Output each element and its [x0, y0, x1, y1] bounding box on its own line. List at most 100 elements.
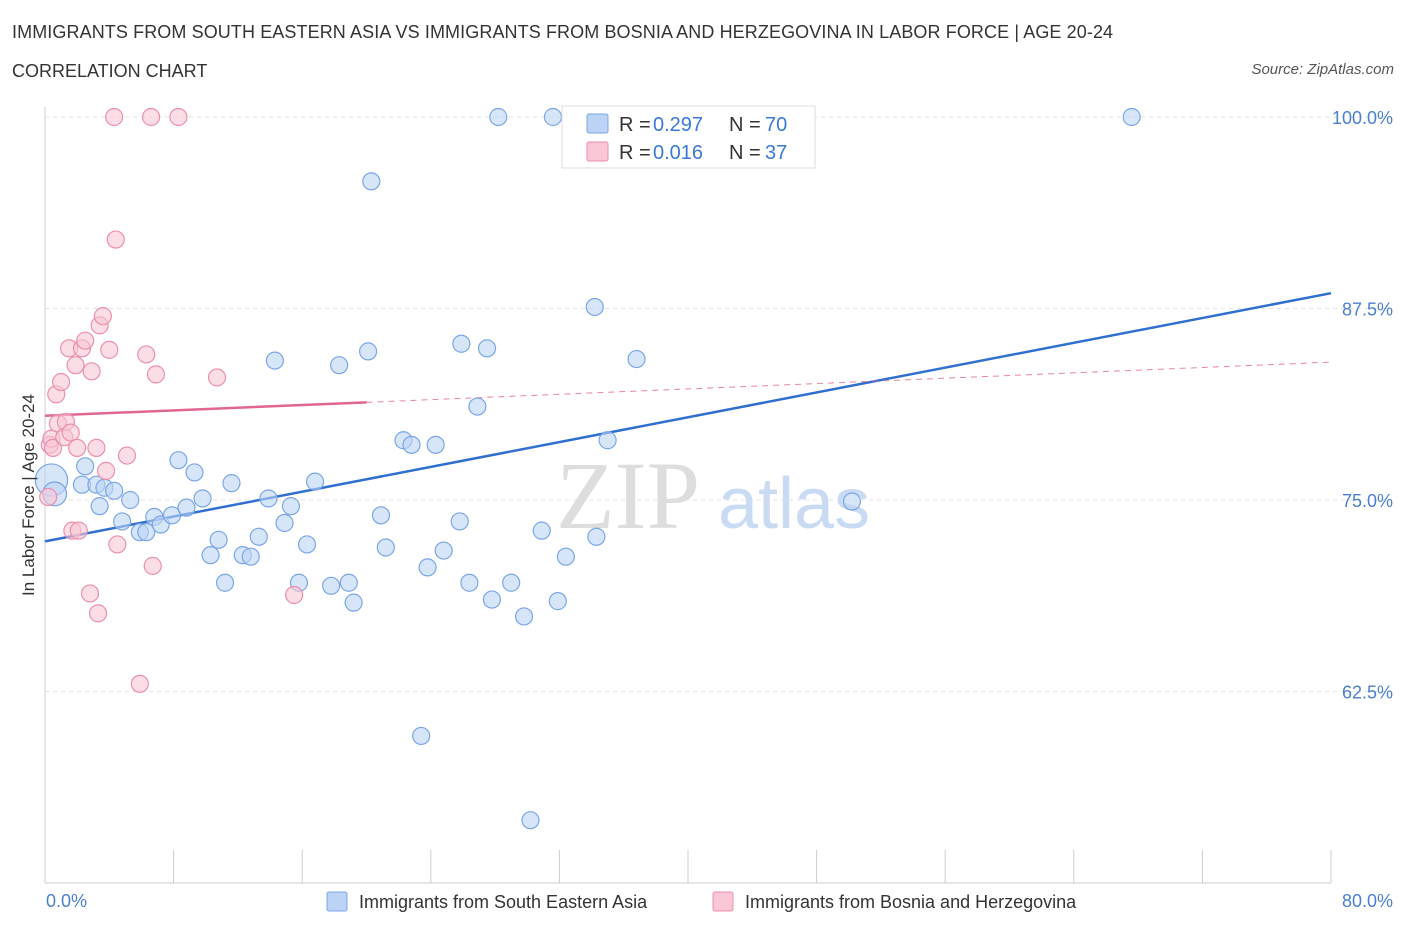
- point-south-eastern-asia: [185, 463, 204, 482]
- point-south-eastern-asia: [241, 547, 260, 566]
- legend-swatch-bih: [586, 141, 609, 162]
- point-bosnia-herzegovina: [43, 438, 63, 458]
- bottom-legend-swatch-sea: [326, 891, 348, 912]
- point-south-eastern-asia: [113, 512, 132, 531]
- point-south-eastern-asia: [209, 530, 228, 549]
- legend-r-label-sea: R =: [619, 114, 651, 136]
- legend-r-label-bih: R =: [619, 142, 651, 164]
- bottom-legend-label-sea: Immigrants from South Eastern Asia: [359, 892, 648, 912]
- point-south-eastern-asia: [359, 342, 378, 361]
- point-bosnia-herzegovina: [169, 107, 188, 127]
- point-south-eastern-asia: [521, 811, 540, 830]
- point-south-eastern-asia: [477, 339, 497, 358]
- point-south-eastern-asia: [281, 497, 301, 516]
- point-bosnia-herzegovina: [61, 423, 80, 442]
- point-south-eastern-asia: [502, 573, 521, 592]
- point-south-eastern-asia: [249, 527, 268, 546]
- point-south-eastern-asia: [137, 523, 156, 542]
- legend-n-value-sea: 70: [765, 114, 787, 136]
- legend-n-label-sea: N =: [729, 114, 761, 136]
- point-south-eastern-asia: [222, 474, 241, 493]
- point-bosnia-herzegovina: [108, 535, 127, 554]
- bottom-legend-label-bih: Immigrants from Bosnia and Herzegovina: [745, 892, 1077, 912]
- source-label: Source: ZipAtlas.com: [1251, 61, 1394, 78]
- point-south-eastern-asia: [452, 334, 471, 353]
- legend-n-label-bih: N =: [729, 142, 761, 164]
- point-bosnia-herzegovina: [39, 487, 58, 507]
- point-south-eastern-asia: [587, 527, 606, 546]
- point-south-eastern-asia: [362, 172, 381, 191]
- point-south-eastern-asia: [489, 107, 508, 127]
- point-south-eastern-asia: [297, 535, 317, 554]
- y-axis-label: In Labor Force | Age 20-24: [19, 394, 38, 596]
- point-bosnia-herzegovina: [105, 107, 124, 127]
- point-south-eastern-asia: [482, 590, 501, 609]
- point-bosnia-herzegovina: [141, 107, 161, 127]
- point-bosnia-herzegovina: [285, 585, 304, 605]
- point-bosnia-herzegovina: [207, 368, 227, 387]
- point-south-eastern-asia: [162, 506, 182, 525]
- point-bosnia-herzegovina: [93, 307, 112, 326]
- y-tick-label: 62.5%: [1342, 683, 1393, 703]
- point-south-eastern-asia: [371, 506, 391, 525]
- point-south-eastern-asia: [402, 435, 421, 454]
- point-south-eastern-asia: [468, 397, 487, 416]
- point-bosnia-herzegovina: [76, 331, 95, 350]
- point-south-eastern-asia: [177, 498, 196, 517]
- point-south-eastern-asia: [548, 592, 567, 611]
- point-bosnia-herzegovina: [106, 230, 125, 249]
- trendlines: [44, 291, 1332, 543]
- point-south-eastern-asia: [275, 513, 294, 533]
- point-south-eastern-asia: [344, 593, 363, 612]
- point-bosnia-herzegovina: [96, 461, 116, 480]
- chart-subtitle: CORRELATION CHART: [12, 61, 208, 81]
- y-tick-labels: 100.0% 87.5% 75.0% 62.5%: [1332, 108, 1393, 703]
- point-south-eastern-asia: [339, 573, 358, 592]
- point-bosnia-herzegovina: [137, 345, 156, 364]
- point-south-eastern-asia: [259, 489, 278, 508]
- point-south-eastern-asia: [330, 356, 349, 375]
- watermark: ZIP atlas: [556, 442, 870, 549]
- point-bosnia-herzegovina: [87, 438, 106, 458]
- point-south-eastern-asia: [532, 521, 551, 540]
- top-legend: R = 0.297 N = 70 R = 0.016 N = 37: [561, 105, 816, 169]
- x-tick-label-min: 0.0%: [46, 891, 87, 911]
- point-south-eastern-asia: [543, 107, 563, 127]
- point-south-eastern-asia: [450, 512, 469, 531]
- point-south-eastern-asia: [76, 457, 95, 476]
- trendline-bosnia-herzegovina-dashed: [366, 361, 1332, 403]
- point-south-eastern-asia: [90, 497, 109, 516]
- trendline-bosnia-herzegovina-solid: [44, 401, 367, 417]
- point-bosnia-herzegovina: [68, 438, 87, 458]
- point-south-eastern-asia: [460, 573, 479, 592]
- legend-r-value-sea: 0.297: [653, 114, 703, 136]
- point-south-eastern-asia: [418, 558, 437, 577]
- point-south-eastern-asia: [105, 481, 124, 500]
- point-south-eastern-asia: [842, 492, 862, 511]
- point-south-eastern-asia: [121, 490, 140, 510]
- point-south-eastern-asia: [265, 351, 284, 370]
- bottom-legend-swatch-bih: [712, 891, 734, 912]
- point-south-eastern-asia: [201, 546, 220, 565]
- trendline-south-eastern-asia: [44, 291, 1332, 543]
- bottom-legend: Immigrants from South Eastern Asia Immig…: [326, 891, 1077, 912]
- point-south-eastern-asia: [305, 472, 325, 491]
- legend-swatch-sea: [586, 113, 609, 134]
- point-south-eastern-asia: [215, 573, 235, 592]
- point-south-eastern-asia: [598, 431, 617, 450]
- gridlines: [45, 116, 1392, 692]
- chart-title: IMMIGRANTS FROM SOUTH EASTERN ASIA VS IM…: [12, 22, 1114, 42]
- point-bosnia-herzegovina: [130, 674, 149, 693]
- legend-r-value-bih: 0.016: [653, 142, 703, 164]
- point-bosnia-herzegovina: [143, 556, 162, 575]
- point-south-eastern-asia: [169, 451, 188, 470]
- x-tick-labels: 0.0% 80.0%: [46, 891, 1393, 911]
- point-bosnia-herzegovina: [51, 372, 71, 392]
- point-south-eastern-asia: [426, 435, 445, 454]
- point-south-eastern-asia: [627, 349, 646, 369]
- point-bosnia-herzegovina: [69, 521, 88, 540]
- watermark-zip: ZIP: [556, 442, 700, 549]
- point-south-eastern-asia: [193, 489, 212, 508]
- point-south-eastern-asia: [514, 607, 534, 626]
